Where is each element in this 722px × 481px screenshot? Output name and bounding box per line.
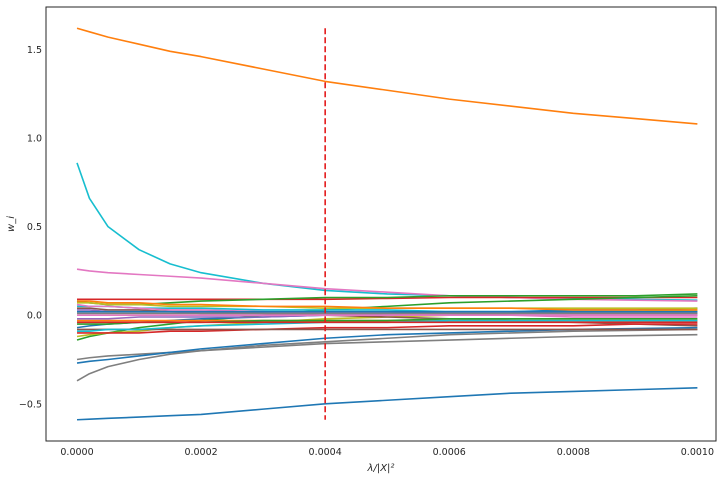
x-tick-label: 0.0000 bbox=[60, 447, 93, 458]
series-line-6 bbox=[76, 328, 698, 361]
x-tick-label: 0.0006 bbox=[433, 447, 466, 458]
y-axis: −0.5 0.0 0.5 1.0 1.5 bbox=[19, 45, 42, 410]
x-tick-label: 0.0002 bbox=[184, 447, 217, 458]
y-tick-label: 0.0 bbox=[27, 311, 42, 322]
series-line-2 bbox=[76, 162, 698, 301]
x-axis-label: λ/|X|² bbox=[367, 463, 395, 474]
series-line-5 bbox=[76, 333, 698, 382]
y-tick-label: 1.0 bbox=[27, 134, 42, 145]
x-tick-label: 0.0008 bbox=[557, 447, 590, 458]
y-axis-label: w_i bbox=[6, 216, 17, 232]
y-tick-label: 0.5 bbox=[27, 222, 42, 233]
series-line-18 bbox=[77, 323, 698, 334]
y-tick-label: 1.5 bbox=[27, 45, 42, 56]
series-line-8 bbox=[77, 296, 698, 301]
x-tick-label: 0.0004 bbox=[309, 447, 342, 458]
y-tick-label: −0.5 bbox=[19, 399, 42, 410]
plot-frame bbox=[45, 6, 717, 442]
series-line-17 bbox=[76, 303, 698, 318]
series-line-7 bbox=[76, 326, 698, 364]
series-line-26 bbox=[77, 319, 698, 332]
series-line-25 bbox=[77, 300, 698, 311]
series-line-21 bbox=[77, 317, 698, 325]
y-axis-label-group: w_i bbox=[6, 216, 17, 232]
series-lines bbox=[76, 27, 698, 421]
series-line-4 bbox=[76, 387, 698, 421]
series-line-20 bbox=[77, 302, 698, 309]
series-line-1 bbox=[76, 27, 698, 125]
x-axis: 0.0000 0.0002 0.0004 0.0006 0.0008 0.0010 bbox=[60, 447, 714, 458]
x-tick-label: 0.0010 bbox=[681, 447, 714, 458]
